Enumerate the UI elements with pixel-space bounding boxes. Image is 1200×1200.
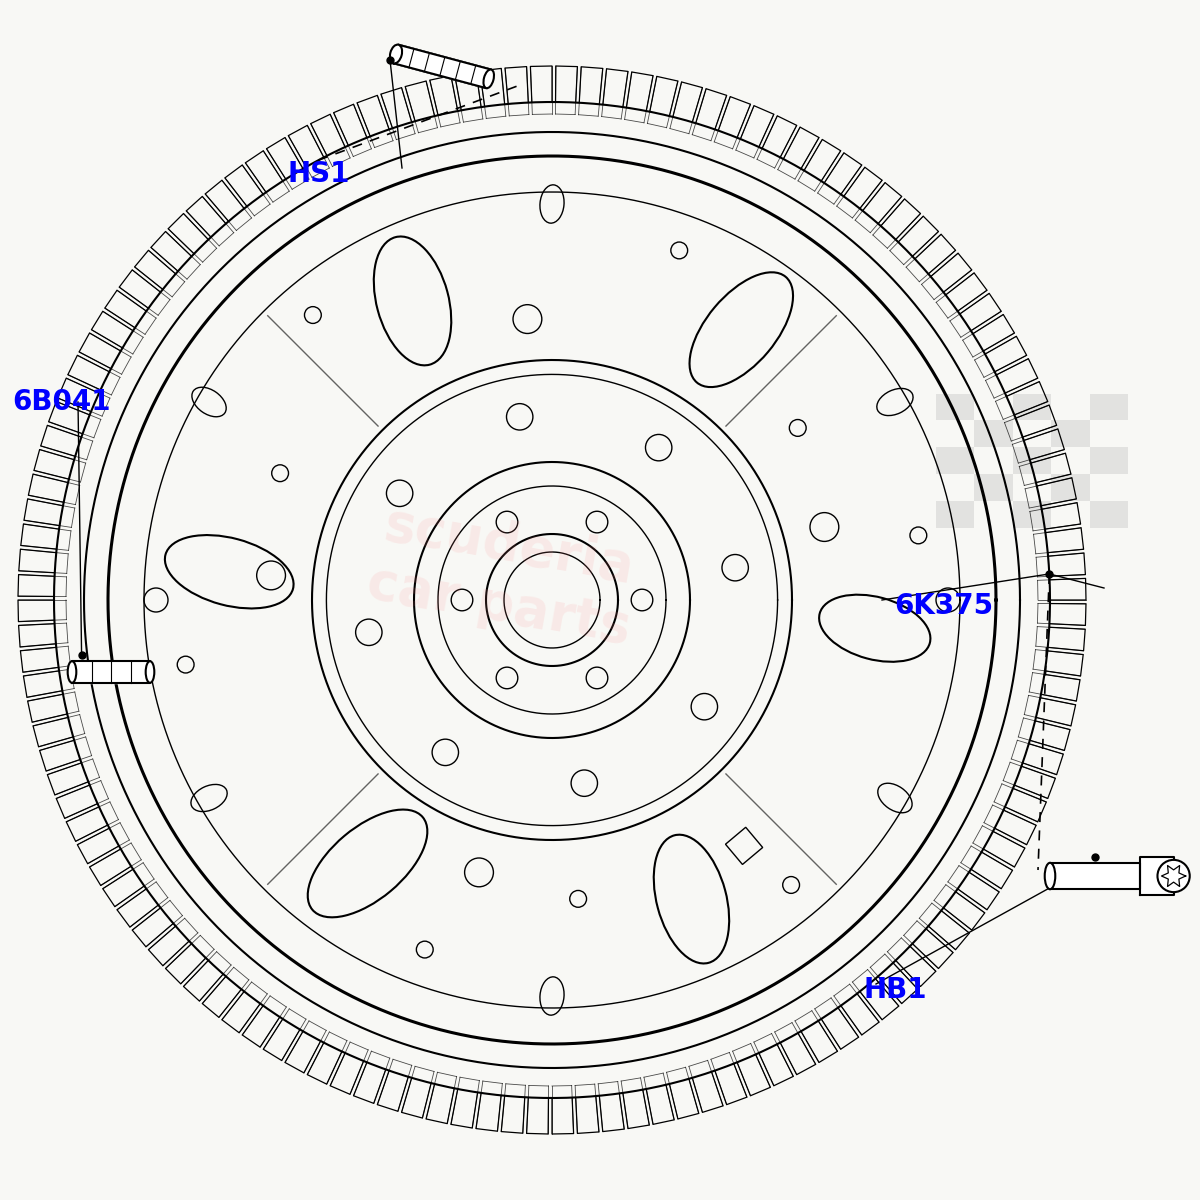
Text: 6B041: 6B041	[12, 388, 110, 416]
Ellipse shape	[1045, 863, 1055, 889]
Polygon shape	[1140, 857, 1174, 895]
Text: 6K375: 6K375	[894, 592, 994, 620]
Ellipse shape	[145, 661, 155, 683]
Ellipse shape	[390, 44, 402, 64]
Bar	[1090, 394, 1128, 420]
Bar	[1090, 502, 1128, 528]
Bar	[936, 394, 974, 420]
Circle shape	[1158, 860, 1189, 892]
Polygon shape	[1050, 863, 1140, 889]
Text: scuderia
car parts: scuderia car parts	[362, 498, 646, 654]
Bar	[974, 474, 1013, 502]
Bar	[936, 502, 974, 528]
Bar	[1051, 474, 1090, 502]
Ellipse shape	[67, 661, 77, 683]
Ellipse shape	[484, 70, 494, 89]
Bar	[1013, 502, 1051, 528]
Bar	[936, 448, 974, 474]
Bar	[726, 827, 763, 864]
Polygon shape	[394, 44, 491, 88]
Polygon shape	[72, 661, 150, 683]
Bar	[974, 420, 1013, 448]
Bar	[1013, 448, 1051, 474]
Text: HS1: HS1	[288, 160, 350, 188]
Bar	[1013, 394, 1051, 420]
Bar	[1051, 420, 1090, 448]
Bar	[1090, 448, 1128, 474]
Text: HB1: HB1	[864, 976, 928, 1004]
